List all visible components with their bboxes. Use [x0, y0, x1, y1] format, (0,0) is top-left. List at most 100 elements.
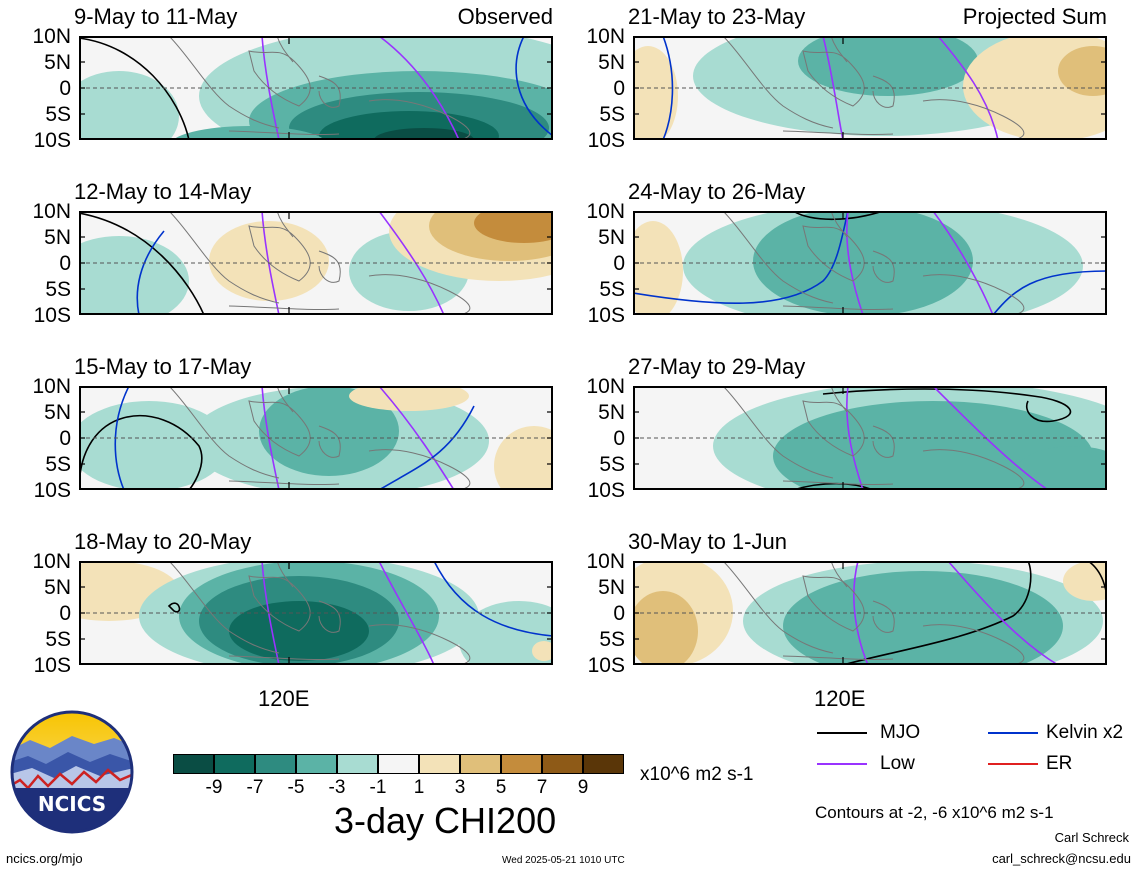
- lat-tick-label: 10S: [587, 304, 625, 327]
- map-panel-frame: [79, 36, 553, 140]
- lat-tick-label: 10N: [32, 375, 71, 398]
- lat-tick-label: 10N: [586, 550, 625, 573]
- panel-tag: Projected Sum: [962, 4, 1107, 29]
- lon-tick-right: 120E: [814, 686, 866, 711]
- colorbar-tick-label: 7: [536, 777, 548, 798]
- anomaly-region: [532, 641, 553, 661]
- anomaly-region: [474, 211, 553, 243]
- low-contour: [261, 561, 280, 665]
- anomaly-region: [633, 386, 723, 486]
- colorbar-swatch: [214, 754, 255, 774]
- colorbar-tick-label: 3: [454, 777, 466, 798]
- lat-tick-label: 5S: [599, 103, 625, 126]
- map-panel-frame: [633, 386, 1107, 490]
- coastlines: [168, 211, 471, 315]
- lat-tick-label: 5S: [599, 278, 625, 301]
- legend-label-er: ER: [1046, 753, 1073, 774]
- kelvin-contour: [378, 405, 475, 490]
- anomaly-region: [172, 126, 326, 140]
- coastlines: [722, 386, 1025, 490]
- contours-note: Contours at -2, -6 x10^6 m2 s-1: [815, 803, 1054, 822]
- legend-label-kelvin: Kelvin x2: [1046, 722, 1124, 743]
- lat-tick-label: 10N: [32, 550, 71, 573]
- lat-tick-label: 5N: [44, 226, 71, 249]
- kelvin-contour: [633, 211, 849, 305]
- coastlines: [168, 561, 471, 665]
- kelvin-contour: [433, 561, 553, 637]
- low-contour: [932, 386, 1049, 490]
- anomaly-region: [753, 211, 973, 315]
- lat-tick-label: 10N: [586, 375, 625, 398]
- low-contour: [261, 36, 280, 140]
- legend-swatch-mjo: [817, 732, 867, 734]
- map-panel: [633, 36, 1107, 140]
- panel-title: 15-May to 17-May: [74, 354, 252, 379]
- lat-tick-label: 10S: [587, 479, 625, 502]
- lat-tick-label: 0: [613, 77, 625, 100]
- lat-tick-label: 5N: [598, 51, 625, 74]
- colorbar-swatch: [296, 754, 337, 774]
- coastlines: [722, 561, 1025, 665]
- colorbar-swatch: [255, 754, 296, 774]
- map-panel-frame: [633, 36, 1107, 140]
- anomaly-region: [783, 571, 1063, 665]
- map-panel: [633, 561, 1107, 665]
- colorbar-tick-label: 9: [577, 777, 589, 798]
- lat-tick-label: 10N: [32, 25, 71, 48]
- anomaly-region: [798, 36, 978, 96]
- anomaly-region: [773, 401, 1093, 490]
- panel-title: 12-May to 14-May: [74, 179, 252, 204]
- mjo-contour: [167, 602, 181, 613]
- legend-label-mjo: MJO: [880, 722, 921, 743]
- map-panel: [633, 386, 1107, 490]
- lat-tick-label: 10S: [33, 304, 71, 327]
- colorbar-tick-label: -7: [246, 777, 264, 798]
- kelvin-contour: [114, 386, 130, 490]
- footer-author: Carl Schreck: [1054, 830, 1129, 845]
- lat-tick-label: 0: [59, 602, 71, 625]
- kelvin-contour: [662, 36, 674, 140]
- colorbar-swatch: [501, 754, 542, 774]
- colorbar-swatch: [419, 754, 460, 774]
- colorbar-swatch: [542, 754, 583, 774]
- kelvin-contour: [515, 36, 553, 137]
- lat-tick-label: 5S: [45, 453, 71, 476]
- colorbar-tick-label: -5: [287, 777, 305, 798]
- low-contour: [846, 386, 864, 490]
- chart-title: 3-day CHI200: [334, 800, 557, 841]
- map-panel: [79, 386, 553, 490]
- kelvin-contour: [992, 270, 1107, 315]
- lat-tick-label: 10N: [586, 25, 625, 48]
- colorbar-tick-label: -3: [328, 777, 346, 798]
- mjo-contour: [79, 37, 190, 140]
- low-contour: [937, 36, 999, 140]
- legend-swatch-low: [817, 763, 867, 765]
- map-panel: [79, 36, 553, 140]
- footer-email[interactable]: carl_schreck@ncsu.edu: [992, 851, 1131, 866]
- panel-title: 27-May to 29-May: [628, 354, 806, 379]
- lat-tick-label: 10S: [33, 654, 71, 677]
- anomaly-region: [459, 601, 553, 665]
- mjo-contour: [822, 388, 1072, 423]
- mjo-contour: [842, 561, 1032, 665]
- lat-tick-label: 5S: [45, 103, 71, 126]
- colorbar-tick-label: 5: [495, 777, 507, 798]
- low-contour: [932, 211, 994, 315]
- lat-tick-label: 5S: [45, 628, 71, 651]
- map-panel: [79, 211, 553, 315]
- panel-title: 30-May to 1-Jun: [628, 529, 787, 554]
- low-contour: [822, 36, 844, 140]
- colorbar-swatch: [460, 754, 501, 774]
- low-contour: [261, 386, 280, 490]
- map-panel: [79, 561, 553, 665]
- low-contour: [846, 211, 864, 315]
- lat-tick-label: 0: [59, 77, 71, 100]
- panel-title: 24-May to 26-May: [628, 179, 806, 204]
- lat-tick-label: 10S: [587, 654, 625, 677]
- footer-site[interactable]: ncics.org/mjo: [6, 851, 83, 866]
- panel-tag: Observed: [457, 4, 553, 29]
- lat-tick-label: 5N: [44, 51, 71, 74]
- lat-tick-label: 5S: [599, 628, 625, 651]
- coastlines: [722, 211, 1025, 315]
- low-contour: [947, 561, 1059, 665]
